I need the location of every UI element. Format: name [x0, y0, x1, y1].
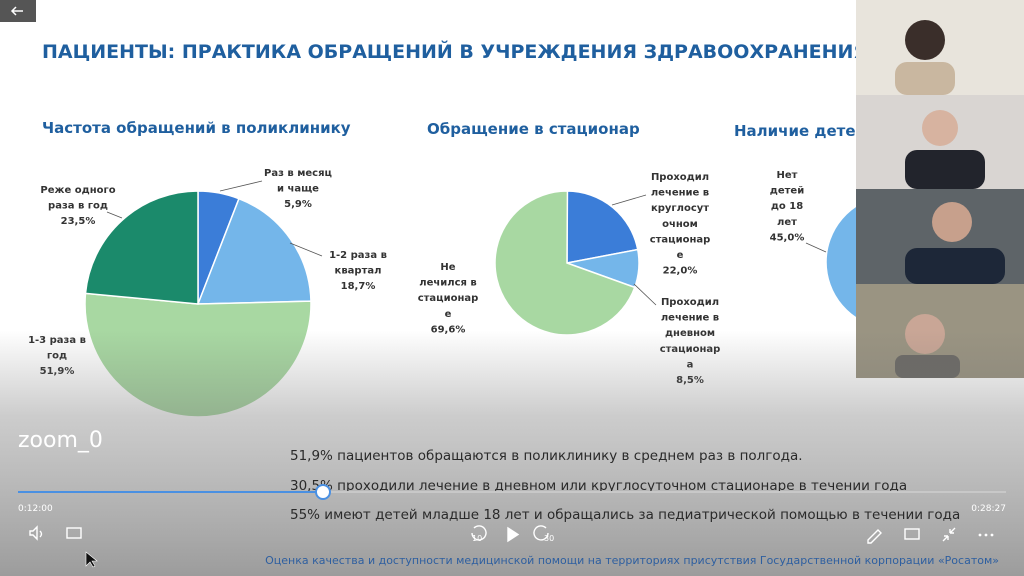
dot [984, 533, 988, 537]
slice-value-label: 5,9% [284, 199, 312, 210]
subtitles-button[interactable] [66, 527, 82, 539]
progress-track[interactable] [18, 491, 1006, 493]
pip-button[interactable] [904, 528, 920, 540]
play-button[interactable] [507, 526, 520, 543]
more-button[interactable] [978, 533, 994, 537]
pie-slice [566, 190, 639, 264]
slide-title: ПАЦИЕНТЫ: ПРАКТИКА ОБРАЩЕНИЙ В УЧРЕЖДЕНИ… [42, 40, 868, 63]
leader-line [106, 211, 123, 219]
slice-label: Раз в месяц и чаще [264, 168, 332, 195]
slice-value-label: 69,6% [431, 324, 466, 335]
leader-line [633, 283, 657, 306]
progress-thumb[interactable] [315, 484, 331, 500]
person [895, 62, 955, 95]
slide-footer: Оценка качества и доступности медицинско… [265, 554, 999, 567]
dot [990, 533, 994, 537]
duration: 0:28:27 [971, 504, 1006, 514]
slice-value-label: 45,0% [770, 232, 805, 243]
skip-back-label: 10 [472, 534, 482, 543]
charts: Частота обращений в поликлинику Раз в мес… [28, 119, 894, 418]
slice-label: Проходил лечение в круглосут очном стационар… [650, 172, 711, 261]
cursor [85, 551, 98, 568]
slice-value-label: 22,0% [663, 266, 698, 277]
slice-value-label: 18,7% [341, 281, 376, 292]
leader-line [611, 194, 647, 206]
caption: 55% имеют детей младше 18 лет и обращали… [290, 507, 960, 523]
person [905, 150, 985, 189]
pie-slice [84, 190, 199, 305]
controls [29, 525, 956, 544]
caption: 51,9% пациентов обращаются в поликлинику… [290, 448, 803, 464]
slice-label: Не лечился в стационар е [418, 262, 479, 320]
slice-value-label: 23,5% [61, 216, 96, 227]
elapsed-time: 0:12:00 [18, 504, 53, 514]
leader-line [805, 242, 827, 253]
person [905, 248, 1005, 284]
person [922, 110, 958, 146]
person [932, 202, 972, 242]
skip-back-button[interactable] [471, 525, 487, 541]
leader-line [289, 242, 323, 257]
slice-label: 1-2 раза в квартал [329, 250, 387, 277]
skip-forward-label: 30 [544, 534, 554, 543]
leader-line [219, 180, 263, 192]
slice-label: Нет детей до 18 лет [770, 170, 804, 228]
volume-button[interactable] [29, 525, 43, 541]
progress-fill [18, 491, 323, 493]
minimize-button[interactable] [942, 527, 956, 542]
video-name: zoom_0 [18, 428, 103, 453]
skip-forward-button[interactable] [533, 525, 549, 541]
pie-title: Частота обращений в поликлинику [42, 119, 351, 137]
pie-title: Обращение в стационар [427, 120, 640, 138]
person [905, 20, 945, 60]
back-icon [10, 6, 23, 16]
pen-button[interactable] [867, 529, 882, 544]
pie-slice [196, 197, 312, 305]
pie-title: Наличие дете [734, 122, 856, 140]
video-tiles [856, 0, 1024, 378]
pie-slice [494, 190, 636, 336]
caption: 30,5% проходили лечение в дневном или кр… [290, 478, 907, 494]
dot [978, 533, 982, 537]
slice-label: Реже одного раза в год [40, 185, 115, 212]
